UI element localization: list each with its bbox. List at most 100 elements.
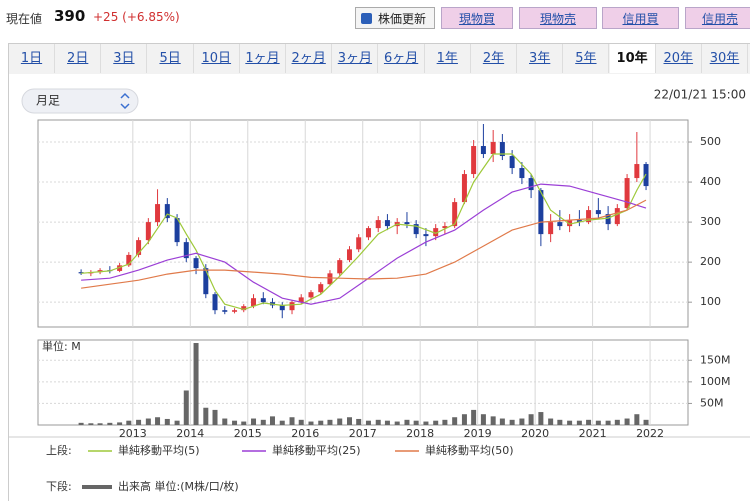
x-tick-label: 2021 <box>579 427 607 440</box>
x-tick-label: 2017 <box>349 427 377 440</box>
volume-bar <box>308 421 314 425</box>
price: 390 <box>54 7 86 25</box>
refresh-button[interactable]: 株価更新 <box>355 7 435 29</box>
candle-body <box>614 208 620 225</box>
volume-bar <box>193 343 199 425</box>
volume-bar <box>643 419 649 425</box>
y-tick-label: 400 <box>700 175 721 188</box>
volume-bar <box>595 420 601 425</box>
period-tab[interactable]: 30年 <box>702 44 748 73</box>
period-tab[interactable]: 2日 <box>55 44 102 73</box>
period-tab[interactable]: 5年 <box>563 44 610 73</box>
period-tab[interactable]: 3ヶ月 <box>332 44 379 73</box>
legend-label: 出来高 単位:(M株/口/枚) <box>118 479 239 493</box>
candle-body <box>461 174 467 203</box>
volume-bar <box>442 419 448 425</box>
candle-body <box>289 302 295 311</box>
y-tick-label: 100M <box>700 375 731 388</box>
period-tab[interactable]: 10日 <box>194 44 240 73</box>
volume-bar <box>384 420 390 425</box>
volume-bar <box>605 420 611 425</box>
select-arrows <box>120 92 130 110</box>
volume-bar <box>576 420 582 425</box>
candle-body <box>519 168 525 179</box>
volume-bar <box>346 417 352 425</box>
chart-panel <box>8 73 750 501</box>
candle-body <box>222 310 228 312</box>
interval-select[interactable] <box>21 88 139 114</box>
volume-bar <box>183 390 189 425</box>
volume-bar <box>480 414 486 425</box>
volume-bar <box>375 419 381 425</box>
volume-bar <box>404 419 410 425</box>
candle-body <box>480 146 486 155</box>
volume-bar <box>279 420 285 425</box>
period-tab[interactable]: 10年 <box>609 44 656 73</box>
period-tab[interactable]: 1ヶ月 <box>240 44 286 73</box>
volume-bar <box>260 419 266 425</box>
volume-bar <box>567 420 573 425</box>
y-tick-label: 200 <box>700 255 721 268</box>
candle-body <box>413 224 419 235</box>
volume-bar <box>289 417 295 425</box>
candle-body <box>557 222 563 227</box>
candle-body <box>548 222 554 235</box>
candle-body <box>193 258 199 269</box>
x-tick-label: 2015 <box>234 427 262 440</box>
volume-unit-label: 単位: M <box>42 339 81 353</box>
candle-body <box>251 298 257 307</box>
period-tab[interactable]: 2年 <box>471 44 517 73</box>
volume-bar <box>548 418 554 425</box>
timestamp: 22/01/21 15:00 <box>654 88 746 102</box>
volume-bar <box>586 419 592 425</box>
period-tab[interactable]: 1年 <box>425 44 471 73</box>
volume-bar <box>107 422 113 425</box>
margin-sell-button[interactable]: 信用売 <box>685 7 750 29</box>
volume-bar <box>88 423 94 425</box>
x-tick-label: 2016 <box>291 427 319 440</box>
period-tab[interactable]: 6ヶ月 <box>379 44 425 73</box>
period-tab[interactable]: 2ヶ月 <box>286 44 333 73</box>
price-label: 現在値 <box>6 12 43 26</box>
volume-bar <box>538 412 544 425</box>
candle-body <box>298 297 304 303</box>
candle-body <box>509 156 515 169</box>
volume-bar <box>528 414 534 425</box>
volume-bar <box>365 420 371 425</box>
period-tab[interactable]: 20年 <box>656 44 702 73</box>
volume-bar <box>614 419 620 425</box>
y-tick-label: 500 <box>700 135 721 148</box>
spot-sell-button[interactable]: 現物売 <box>519 7 597 29</box>
candle-body <box>327 273 333 285</box>
candle-body <box>183 242 189 259</box>
volume-bar <box>327 419 333 425</box>
volume-bar <box>433 420 439 425</box>
volume-bar <box>634 414 640 425</box>
legend-prefix: 下段: <box>46 479 72 493</box>
legend-prefix: 上段: <box>46 443 72 457</box>
y-tick-label: 300 <box>700 215 721 228</box>
candle-body <box>279 305 285 311</box>
volume-bar <box>126 420 132 425</box>
candle-body <box>174 218 180 243</box>
candle-body <box>136 240 142 255</box>
margin-buy-button[interactable]: 信用買 <box>602 7 679 29</box>
quote-bar: 現在値 390 +25 (+6.85%) 株価更新 現物買 現物売 信用買 信用… <box>0 0 750 38</box>
spot-buy-button[interactable]: 現物買 <box>441 7 513 29</box>
period-tab[interactable]: 1日 <box>9 44 55 73</box>
legend-label: 単純移動平均(50) <box>425 443 514 457</box>
candle-body <box>595 210 601 215</box>
volume-bar <box>174 420 180 425</box>
volume-bar <box>499 418 505 425</box>
candle-body <box>308 292 314 298</box>
period-tab[interactable]: 3日 <box>101 44 148 73</box>
volume-bar <box>164 418 170 425</box>
period-tab[interactable]: 5日 <box>148 44 194 73</box>
volume-bar <box>318 420 324 425</box>
volume-bar <box>269 416 275 425</box>
legend-label: 単純移動平均(5) <box>118 443 200 457</box>
candle-body <box>117 265 123 271</box>
period-tab[interactable]: 3年 <box>517 44 564 73</box>
x-tick-label: 2014 <box>176 427 204 440</box>
volume-bar <box>519 418 525 425</box>
